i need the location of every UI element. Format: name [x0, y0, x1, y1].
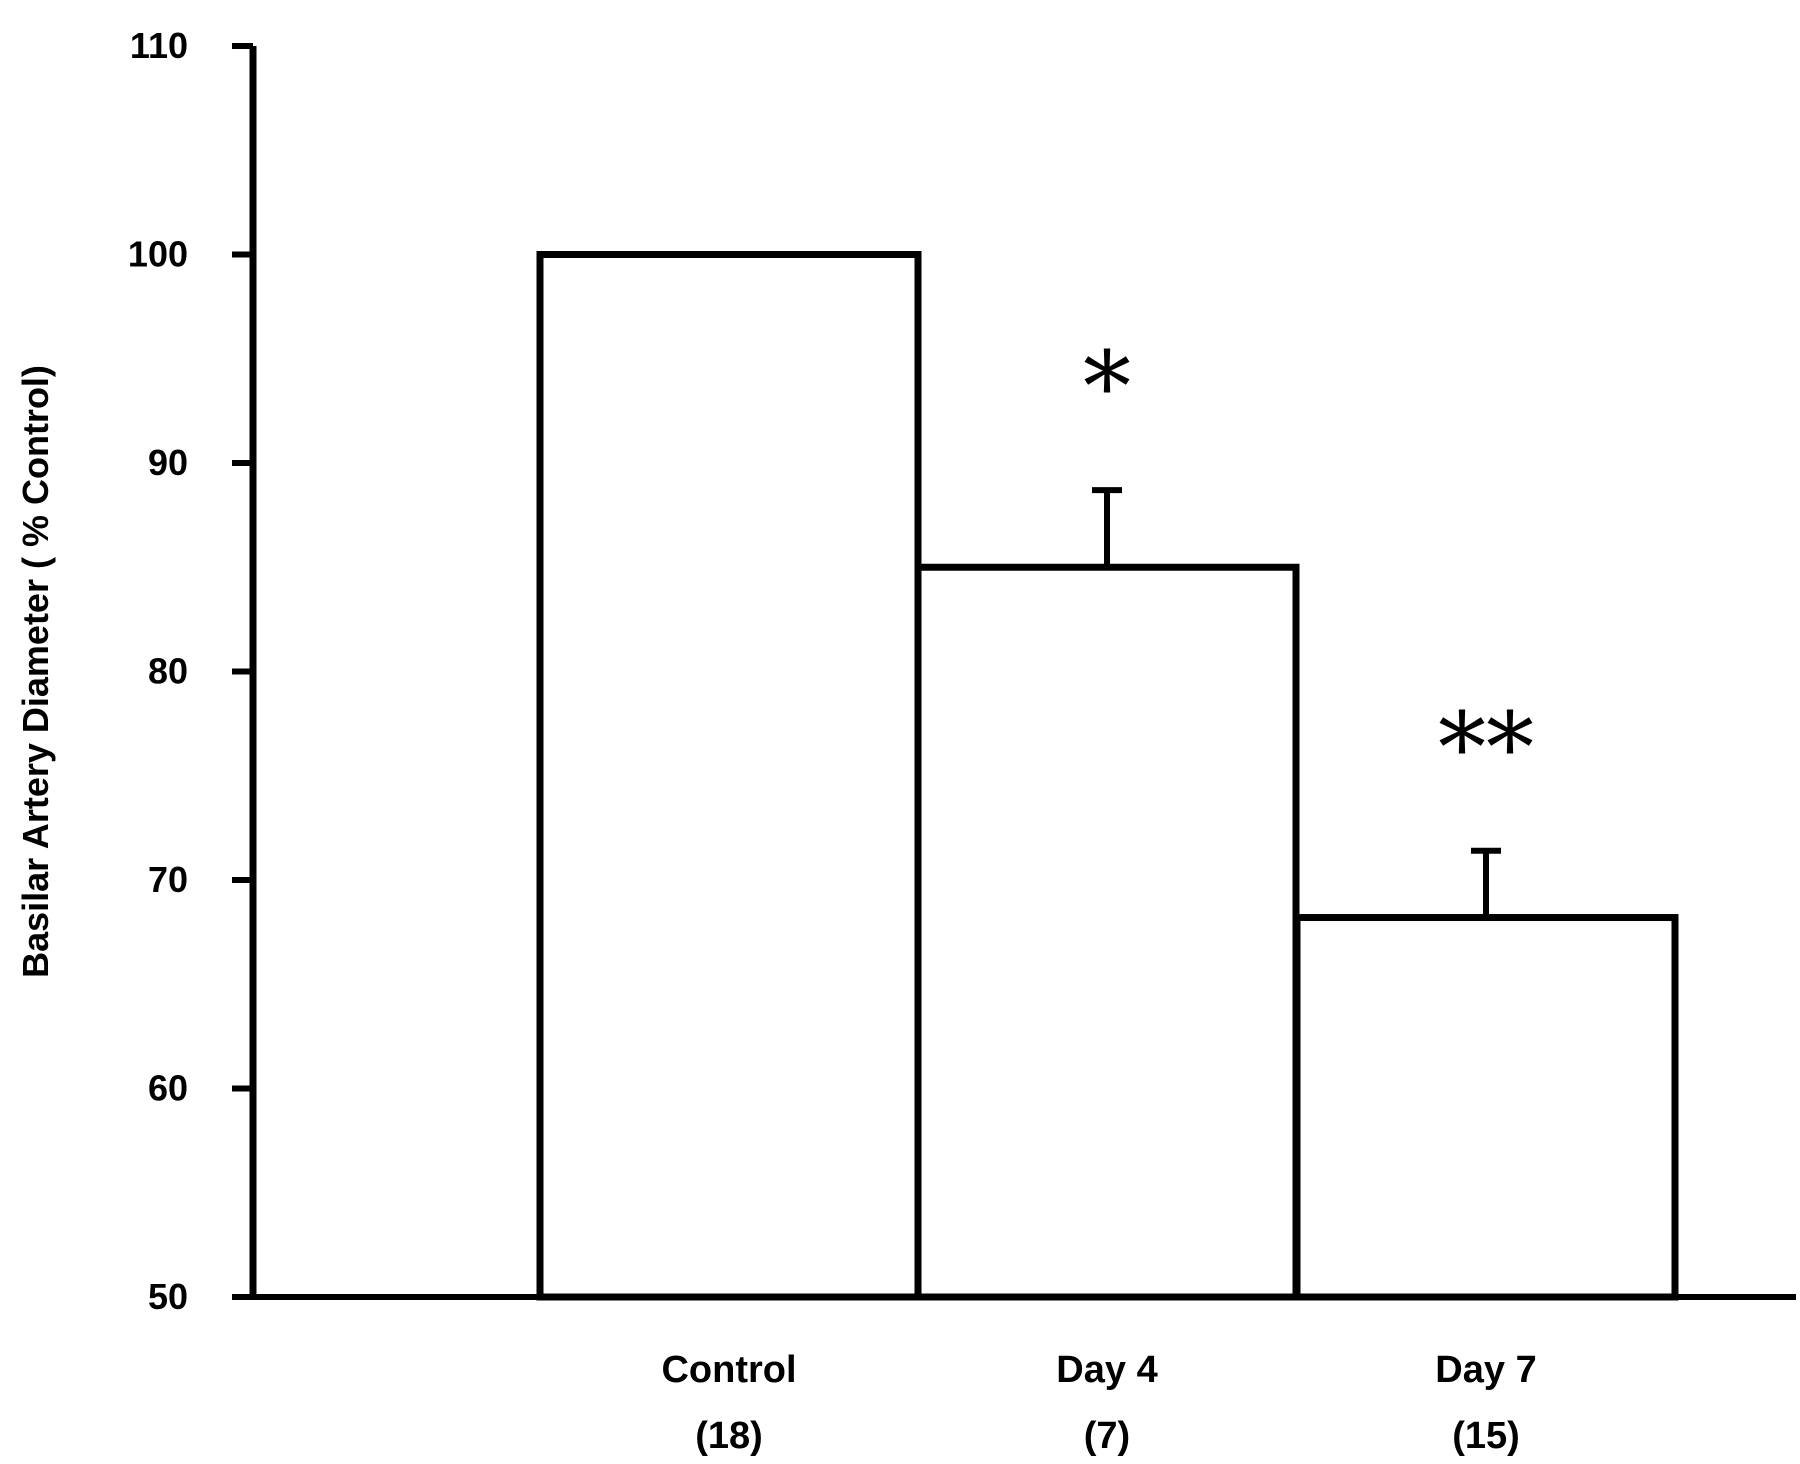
bar: [536, 251, 922, 1301]
x-axis: Control (18) Day 4 (7) Day 7 (15): [232, 1294, 1796, 1457]
y-tick-label: 60: [148, 1068, 188, 1109]
significance-marker: **: [1438, 692, 1534, 804]
y-axis: 50 60 70 80 90 100 110: [128, 25, 257, 1317]
y-tick-label: 100: [128, 234, 188, 275]
significance-marker: *: [1083, 331, 1131, 443]
bars: ***: [536, 251, 1679, 1301]
bar: [1293, 914, 1679, 1301]
x-category-count: (15): [1452, 1415, 1520, 1457]
x-category-label: Control: [661, 1349, 796, 1391]
y-tick-label: 70: [148, 859, 188, 900]
y-tick-label: 110: [130, 25, 188, 66]
y-axis-title: Basilar Artery Diameter ( % Control): [15, 365, 56, 978]
x-category-count: (18): [695, 1415, 763, 1457]
y-tick-label: 90: [148, 442, 188, 483]
bar: [914, 563, 1300, 1301]
x-category-count: (7): [1084, 1415, 1130, 1457]
x-category-label: Day 4: [1056, 1349, 1157, 1391]
y-tick-label: 50: [148, 1276, 188, 1317]
y-tick-label: 80: [148, 651, 188, 692]
x-category-label: Day 7: [1435, 1349, 1536, 1391]
